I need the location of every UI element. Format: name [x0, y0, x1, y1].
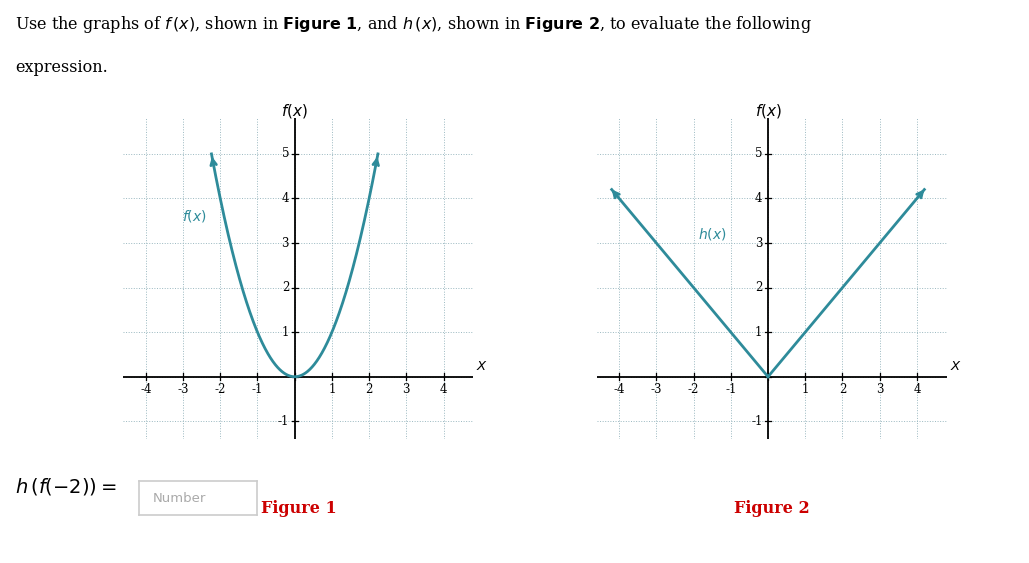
Text: 2: 2	[755, 281, 762, 294]
Text: 3: 3	[282, 236, 289, 249]
Text: -4: -4	[140, 382, 151, 396]
Text: -3: -3	[650, 382, 662, 396]
Text: 4: 4	[439, 382, 448, 396]
Text: Figure 2: Figure 2	[734, 500, 810, 517]
Text: -2: -2	[215, 382, 226, 396]
Text: $f(x)$: $f(x)$	[182, 208, 207, 224]
Text: 5: 5	[755, 148, 762, 160]
Text: $h\,(f(-2)) =$: $h\,(f(-2)) =$	[15, 476, 117, 497]
Text: $X$: $X$	[950, 360, 961, 373]
Text: 2: 2	[839, 382, 846, 396]
Text: $X$: $X$	[476, 360, 488, 373]
Text: 1: 1	[282, 325, 289, 339]
Text: -1: -1	[278, 415, 289, 428]
Text: 4: 4	[755, 192, 762, 205]
Text: -1: -1	[751, 415, 762, 428]
Text: 1: 1	[802, 382, 809, 396]
Text: 3: 3	[402, 382, 411, 396]
Text: 4: 4	[282, 192, 289, 205]
Text: -2: -2	[688, 382, 700, 396]
Text: 3: 3	[755, 236, 762, 249]
Text: -4: -4	[613, 382, 625, 396]
Text: 4: 4	[913, 382, 921, 396]
Text: 3: 3	[876, 382, 884, 396]
Text: $h(x)$: $h(x)$	[698, 226, 726, 242]
Text: $f(x)$: $f(x)$	[281, 102, 308, 120]
Text: 2: 2	[365, 382, 372, 396]
Text: expression.: expression.	[15, 59, 108, 76]
Text: 1: 1	[328, 382, 335, 396]
Text: -3: -3	[177, 382, 188, 396]
Text: Figure 1: Figure 1	[260, 500, 336, 517]
Text: -1: -1	[252, 382, 263, 396]
Text: 2: 2	[282, 281, 289, 294]
Text: 5: 5	[282, 148, 289, 160]
Text: 1: 1	[755, 325, 762, 339]
Text: Use the graphs of $f\,(x)$, shown in $\mathbf{Figure\ 1}$, and $h\,(x)$, shown i: Use the graphs of $f\,(x)$, shown in $\m…	[15, 14, 813, 35]
Text: Number: Number	[153, 491, 207, 505]
Text: -1: -1	[725, 382, 737, 396]
Text: $f(x)$: $f(x)$	[754, 102, 781, 120]
